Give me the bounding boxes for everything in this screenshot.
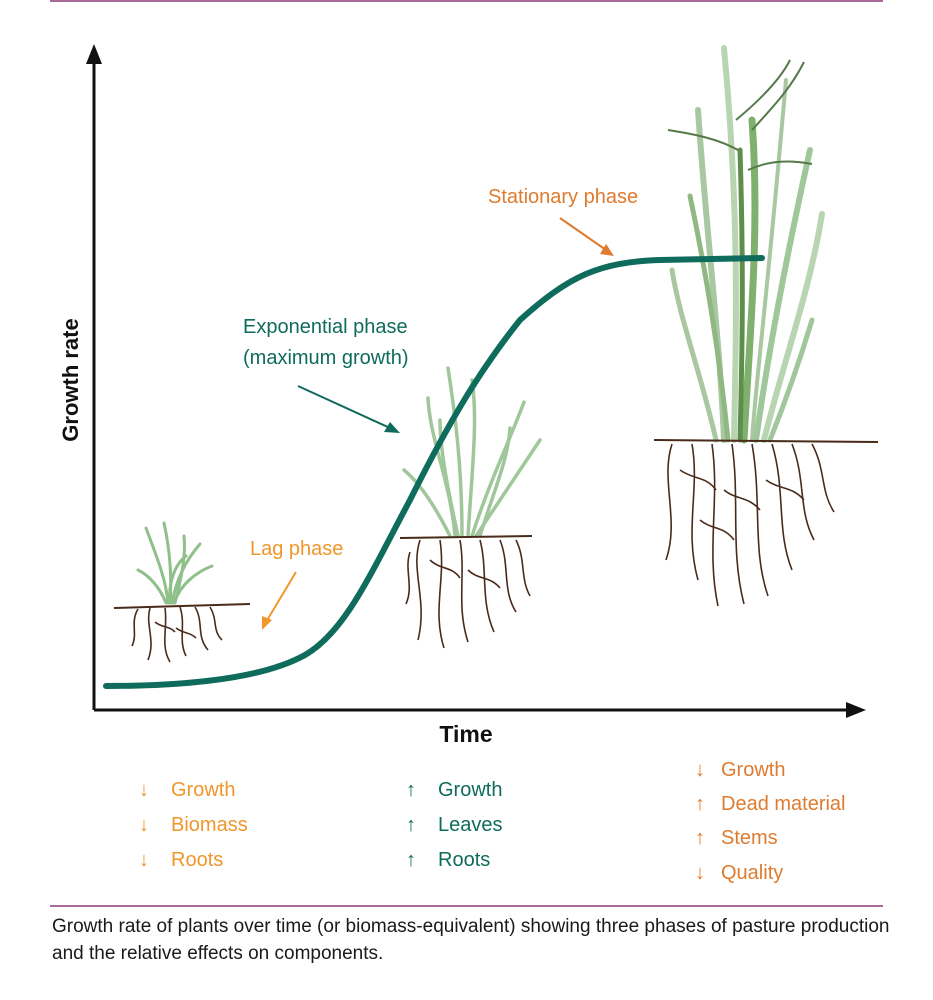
exponential-effect-arrow-2: ↑ (406, 814, 416, 836)
exponential-effect-text-2: Leaves (438, 814, 503, 836)
lag-effect-text-1: Growth (171, 779, 235, 801)
lag-effect-text-2: Biomass (171, 814, 248, 836)
lag-effect-arrow-2: ↓ (139, 814, 149, 836)
exponential-arrow-icon (297, 385, 400, 433)
stationary-effect-arrow-2: ↑ (695, 793, 705, 815)
exponential-phase-label-line2: (maximum growth) (243, 347, 409, 369)
y-axis-arrowhead (86, 44, 102, 64)
exponential-effect-arrow-3: ↑ (406, 849, 416, 871)
stationary-effect-text-1: Growth (721, 759, 785, 781)
stationary-phase-label: Stationary phase (488, 186, 638, 208)
y-axis-label: Growth rate (58, 318, 83, 441)
exponential-effects: ↑ Growth ↑ Leaves ↑ Roots (406, 779, 503, 871)
lag-arrow-icon (262, 571, 297, 630)
x-axis-label: Time (439, 721, 492, 747)
stationary-effect-arrow-4: ↓ (695, 862, 705, 884)
stationary-effect-text-2: Dead material (721, 793, 846, 815)
axes: Time Growth rate (58, 44, 866, 747)
stationary-arrow-icon (559, 217, 614, 256)
stationary-effect-arrow-3: ↑ (695, 827, 705, 849)
stationary-effect-text-4: Quality (721, 862, 783, 884)
large-grass-plant-icon (653, 45, 879, 607)
lag-effect-text-3: Roots (171, 849, 223, 871)
exponential-effect-text-1: Growth (438, 779, 502, 801)
figure-caption: Growth rate of plants over time (or biom… (52, 916, 890, 964)
stationary-effect-arrow-1: ↓ (695, 759, 705, 781)
growth-curve (103, 255, 765, 689)
exponential-effect-text-3: Roots (438, 849, 490, 871)
small-grass-plant-icon (113, 521, 251, 663)
stationary-effects: ↓ Growth ↑ Dead material ↑ Stems ↓ Quali… (695, 759, 846, 884)
medium-grass-plant-icon (399, 366, 542, 649)
lag-effect-arrow-3: ↓ (139, 849, 149, 871)
x-axis-arrowhead (846, 702, 866, 718)
lag-phase-label: Lag phase (250, 538, 343, 560)
exponential-phase-label-line1: Exponential phase (243, 316, 408, 338)
lag-effect-arrow-1: ↓ (139, 779, 149, 801)
lag-effects: ↓ Growth ↓ Biomass ↓ Roots (139, 779, 248, 871)
exponential-effect-arrow-1: ↑ (406, 779, 416, 801)
stationary-effect-text-3: Stems (721, 827, 778, 849)
